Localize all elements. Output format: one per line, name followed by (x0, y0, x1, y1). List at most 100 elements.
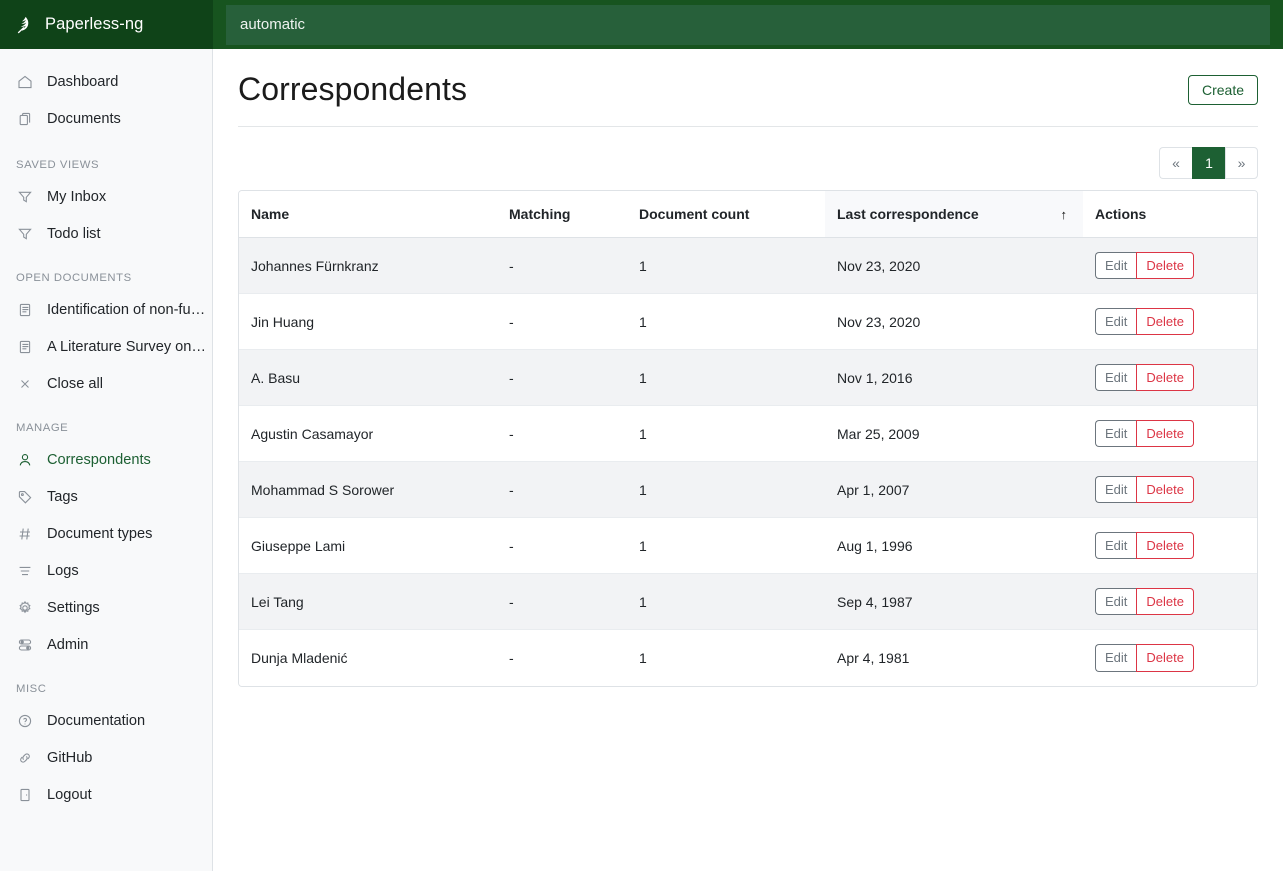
sidebar-item-documentation[interactable]: Documentation (0, 702, 212, 739)
sidebar-item-admin[interactable]: Admin (0, 626, 212, 663)
sidebar-item-label: Todo list (47, 225, 101, 242)
cell-actions: Edit Delete (1083, 629, 1257, 686)
sidebar-item-tags[interactable]: Tags (0, 478, 212, 515)
edit-button[interactable]: Edit (1095, 363, 1137, 392)
sidebar-item-open-document-1[interactable]: Identification of non-fu… (0, 291, 212, 328)
edit-button[interactable]: Edit (1095, 587, 1137, 616)
cell-matching: - (497, 461, 627, 518)
create-button[interactable]: Create (1187, 74, 1258, 105)
edit-button[interactable]: Edit (1095, 643, 1137, 672)
table-row: Lei Tang - 1 Sep 4, 1987 Edit Delete (239, 573, 1257, 630)
sidebar-section-heading-misc: Misc (16, 683, 47, 695)
delete-button[interactable]: Delete (1136, 475, 1194, 504)
table-body: Johannes Fürnkranz - 1 Nov 23, 2020 Edit… (239, 237, 1257, 686)
delete-button[interactable]: Delete (1136, 251, 1194, 280)
edit-button[interactable]: Edit (1095, 475, 1137, 504)
sidebar-item-label: Identification of non-fu… (47, 301, 206, 318)
sidebar-item-documents[interactable]: Documents (0, 100, 212, 137)
sidebar-item-label: Logout (47, 786, 92, 803)
column-header-name[interactable]: Name (239, 191, 497, 238)
sidebar-item-label: Dashboard (47, 73, 119, 90)
delete-button[interactable]: Delete (1136, 643, 1194, 672)
sidebar-item-label: Close all (47, 375, 103, 392)
sidebar-item-correspondents[interactable]: Correspondents (0, 441, 212, 478)
column-header-last-correspondence[interactable]: Last correspondence ↑ (825, 191, 1083, 238)
cell-name: Agustin Casamayor (239, 405, 497, 462)
cell-last-correspondence: Nov 23, 2020 (825, 237, 1083, 294)
sidebar-item-settings[interactable]: Settings (0, 589, 212, 626)
sidebar-item-document-types[interactable]: Document types (0, 515, 212, 552)
column-header-last-correspondence-label: Last correspondence (837, 206, 979, 222)
edit-button[interactable]: Edit (1095, 307, 1137, 336)
row-action-group: Edit Delete (1095, 587, 1194, 616)
table-row: Mohammad S Sorower - 1 Apr 1, 2007 Edit … (239, 461, 1257, 518)
edit-button[interactable]: Edit (1095, 419, 1137, 448)
sidebar-item-close-all[interactable]: Close all (0, 365, 212, 402)
pagination-next-button[interactable]: » (1225, 147, 1258, 179)
sidebar-item-logout[interactable]: Logout (0, 776, 212, 813)
sidebar-item-dashboard[interactable]: Dashboard (0, 63, 212, 100)
cell-matching: - (497, 517, 627, 574)
pagination-prev-button[interactable]: « (1159, 147, 1192, 179)
delete-button[interactable]: Delete (1136, 587, 1194, 616)
row-action-group: Edit Delete (1095, 363, 1194, 392)
funnel-icon (16, 188, 33, 205)
funnel-icon (16, 225, 33, 242)
sort-ascending-icon: ↑ (1060, 206, 1068, 222)
row-action-group: Edit Delete (1095, 531, 1194, 560)
cell-actions: Edit Delete (1083, 461, 1257, 518)
hash-icon (16, 525, 33, 542)
cell-document-count: 1 (627, 629, 825, 686)
leaf-icon (15, 15, 35, 35)
column-header-matching[interactable]: Matching (497, 191, 627, 238)
cell-matching: - (497, 349, 627, 406)
sidebar-section-heading-manage: Manage (16, 422, 69, 434)
cell-name: Jin Huang (239, 293, 497, 350)
cell-last-correspondence: Sep 4, 1987 (825, 573, 1083, 630)
edit-button[interactable]: Edit (1095, 531, 1137, 560)
tags-icon (16, 488, 33, 505)
top-bar: automatic (213, 0, 1283, 49)
cell-last-correspondence: Mar 25, 2009 (825, 405, 1083, 462)
sidebar-item-open-document-2[interactable]: A Literature Survey on … (0, 328, 212, 365)
sidebar-item-my-inbox[interactable]: My Inbox (0, 178, 212, 215)
cell-name: Dunja Mladenić (239, 629, 497, 686)
pagination-row: « 1 » (238, 127, 1258, 190)
pagination-page-1[interactable]: 1 (1192, 147, 1225, 179)
main-content: Correspondents Create « 1 » Name Matchin… (213, 49, 1283, 871)
cell-name: Lei Tang (239, 573, 497, 630)
cell-matching: - (497, 629, 627, 686)
delete-button[interactable]: Delete (1136, 531, 1194, 560)
cell-matching: - (497, 293, 627, 350)
search-input[interactable]: automatic (226, 4, 1270, 45)
pagination: « 1 » (1159, 147, 1258, 179)
delete-button[interactable]: Delete (1136, 307, 1194, 336)
cell-last-correspondence: Nov 1, 2016 (825, 349, 1083, 406)
sidebar-section-heading-saved-views: Saved views (16, 159, 100, 171)
lines-icon (16, 562, 33, 579)
sidebar-item-label: GitHub (47, 749, 93, 766)
cell-document-count: 1 (627, 293, 825, 350)
delete-button[interactable]: Delete (1136, 363, 1194, 392)
table-header-row: Name Matching Document count Last corres… (239, 191, 1257, 238)
sidebar-item-github[interactable]: GitHub (0, 739, 212, 776)
sidebar-item-logs[interactable]: Logs (0, 552, 212, 589)
sidebar-item-label: My Inbox (47, 188, 107, 205)
brand-header[interactable]: Paperless-ng (0, 0, 213, 49)
edit-button[interactable]: Edit (1095, 251, 1137, 280)
column-header-actions: Actions (1083, 191, 1257, 238)
table-row: Jin Huang - 1 Nov 23, 2020 Edit Delete (239, 293, 1257, 350)
table-row: Giuseppe Lami - 1 Aug 1, 1996 Edit Delet… (239, 517, 1257, 574)
close-icon (16, 375, 33, 392)
delete-button[interactable]: Delete (1136, 419, 1194, 448)
cell-actions: Edit Delete (1083, 405, 1257, 462)
sidebar-item-todo-list[interactable]: Todo list (0, 215, 212, 252)
cell-last-correspondence: Apr 1, 2007 (825, 461, 1083, 518)
column-header-document-count[interactable]: Document count (627, 191, 825, 238)
cell-actions: Edit Delete (1083, 573, 1257, 630)
sliders-icon (16, 636, 33, 653)
cell-last-correspondence: Nov 23, 2020 (825, 293, 1083, 350)
sidebar-item-label: Documents (47, 110, 121, 127)
cell-actions: Edit Delete (1083, 349, 1257, 406)
